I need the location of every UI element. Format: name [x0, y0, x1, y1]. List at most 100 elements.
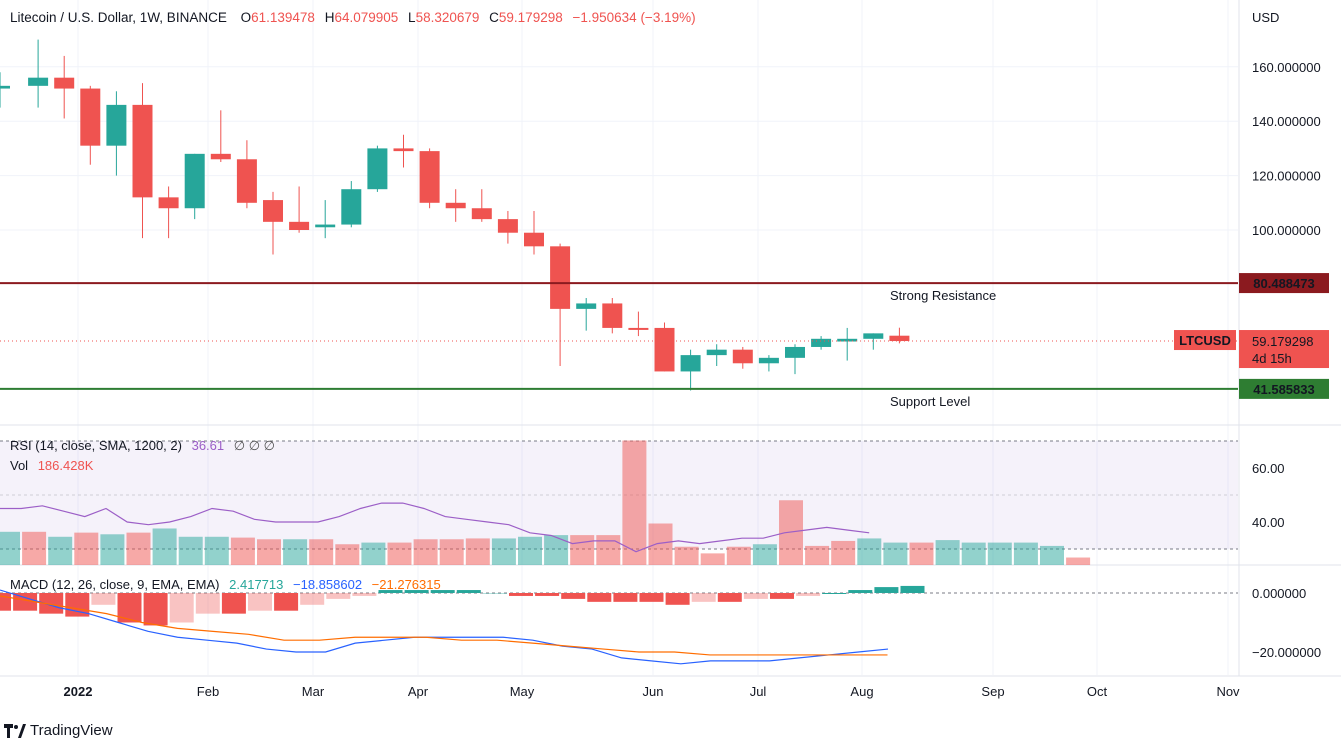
candle-body: [263, 200, 283, 222]
candle-body: [602, 303, 623, 328]
rsi-legend[interactable]: RSI (14, close, SMA, 1200, 2) 36.61 ∅ ∅ …: [10, 438, 275, 454]
volume-bar: [230, 537, 255, 565]
resistance-price-badge-text: 80.488473: [1253, 276, 1314, 291]
candle: [132, 83, 153, 239]
candle: [236, 140, 257, 209]
candle-body: [393, 148, 414, 152]
candle-body: [54, 77, 75, 89]
macd-histogram-bar: [13, 593, 38, 611]
symbol-title[interactable]: Litecoin / U.S. Dollar, 1W, BINANCE: [10, 10, 227, 25]
time-axis-label: Aug: [850, 684, 873, 699]
time-axis-label: Oct: [1087, 684, 1108, 699]
candle: [341, 181, 362, 228]
candle-body: [889, 335, 910, 342]
candle-body: [419, 151, 440, 203]
price-tick-label: 160.000000: [1252, 60, 1321, 75]
macd-histogram-bar: [717, 593, 742, 602]
time-axis-label: May: [510, 684, 535, 699]
volume-bar: [805, 545, 830, 565]
macd-histogram-bar: [352, 593, 377, 596]
macd-histogram-bar: [0, 593, 11, 611]
candle-body: [184, 153, 205, 209]
macd-histogram-bar: [691, 593, 716, 602]
time-axis-label: Feb: [197, 684, 219, 699]
volume-bar: [752, 544, 777, 565]
candle-body: [471, 208, 492, 220]
macd-signal-line: [0, 595, 888, 656]
macd-histogram-bar: [639, 593, 664, 602]
price-tick-label: 140.000000: [1252, 114, 1321, 129]
rsi-legend-value: 36.61: [191, 438, 225, 453]
vol-legend[interactable]: Vol 186.428K: [10, 458, 93, 473]
macd-legend[interactable]: MACD (12, 26, close, 9, EMA, EMA) 2.4177…: [10, 577, 441, 592]
time-axis-label: Sep: [981, 684, 1004, 699]
support-price-badge: 41.585833: [1239, 378, 1329, 399]
candle: [654, 322, 675, 372]
time-axis-label: Nov: [1216, 684, 1240, 699]
volume-bar: [779, 500, 803, 565]
candle-body: [158, 197, 179, 209]
time-axis-label: Apr: [408, 684, 429, 699]
tradingview-brand[interactable]: TradingView: [4, 722, 113, 739]
rsi-tick-label: 60.00: [1252, 461, 1285, 476]
macd-histogram-bar: [143, 593, 168, 626]
volume-bar: [648, 523, 673, 565]
candle: [393, 134, 414, 168]
candle-body: [785, 346, 805, 358]
volume-bar: [335, 544, 360, 565]
tradingview-logo-icon: [4, 723, 26, 738]
candle: [706, 344, 727, 366]
resistance-annotation: Strong Resistance: [890, 288, 996, 303]
candle-body: [210, 153, 231, 160]
currency-label: USD: [1252, 10, 1279, 25]
candle: [811, 336, 832, 350]
candle: [680, 349, 701, 391]
volume-bar: [570, 535, 595, 565]
candle: [837, 327, 858, 361]
macd-tick-label: 0.000000: [1252, 586, 1306, 601]
volume-bar: [1040, 545, 1064, 565]
low-value: 58.320679: [415, 10, 480, 25]
volume-bar: [987, 542, 1012, 565]
support-price-badge-bg: [1239, 378, 1329, 399]
volume-bar: [961, 542, 986, 565]
macd-histogram-bar: [117, 593, 142, 623]
macd-histogram-bar: [482, 593, 507, 594]
macd-histogram-bar: [456, 590, 481, 593]
volume-bar: [857, 538, 882, 565]
candle-body: [680, 355, 701, 372]
resistance-price-badge-bg: [1239, 273, 1329, 294]
macd-histogram-bar: [300, 593, 325, 605]
price-tick-label: 100.000000: [1252, 223, 1321, 238]
time-axis-label: Jun: [643, 684, 664, 699]
volume-bar: [544, 535, 569, 565]
volume-bar: [100, 534, 125, 565]
macd-histogram-bar: [587, 593, 612, 602]
candle: [80, 85, 101, 165]
macd-histogram-bar: [248, 593, 272, 611]
close-value: 59.179298: [498, 10, 563, 25]
candle: [106, 91, 127, 176]
volume-bar: [74, 532, 99, 565]
candle: [54, 55, 75, 119]
volume-bar: [439, 539, 464, 565]
macd-legend-label: MACD (12, 26, close, 9, EMA, EMA): [10, 577, 220, 592]
candle-body: [341, 189, 362, 225]
candle-body: [132, 104, 153, 198]
resistance-price-badge: 80.488473: [1239, 273, 1329, 294]
macd-histogram-bar: [404, 590, 429, 593]
macd-histogram-bar: [91, 593, 116, 605]
candle-body: [628, 327, 649, 330]
macd-histogram-bar: [535, 593, 560, 596]
volume-bar: [726, 546, 751, 565]
volume-bar: [257, 539, 281, 565]
macd-histogram-bar: [796, 593, 821, 596]
candle: [315, 200, 336, 239]
candle-body: [289, 221, 310, 230]
volume-bar: [283, 539, 308, 565]
volume-bar: [1013, 542, 1038, 565]
time-axis-label: Mar: [302, 684, 325, 699]
volume-bar: [1066, 557, 1091, 565]
macd-histogram-bar: [274, 593, 299, 611]
